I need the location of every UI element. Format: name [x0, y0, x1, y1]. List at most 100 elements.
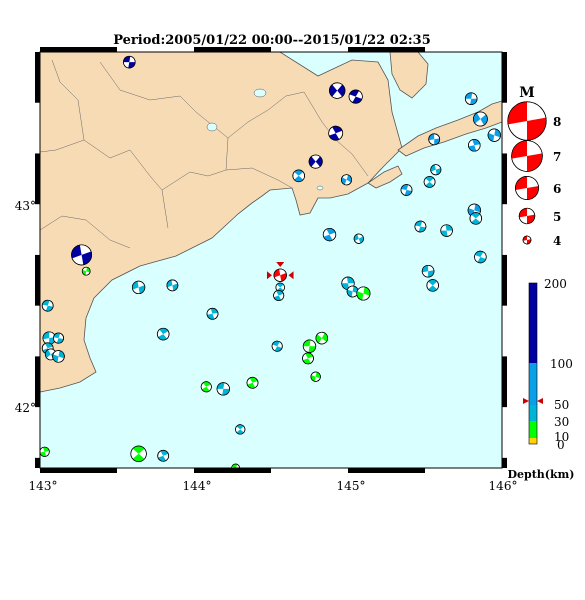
focal-mechanism-31: [166, 279, 179, 292]
depth-band-30-50: [529, 405, 537, 421]
focal-mechanism-4: [464, 92, 478, 105]
frame-bar-left: [35, 153, 40, 205]
focal-mechanism-39: [53, 332, 64, 344]
frame-bar-bottom: [348, 468, 425, 473]
focal-mechanism-29: [356, 286, 371, 301]
shiretoko-land: [389, 51, 429, 99]
magnitude-legend-labels: 8 7 6 5 4: [553, 115, 561, 248]
focal-mechanism-48: [200, 381, 212, 393]
magnitude-legend-title: M: [519, 85, 535, 101]
frame-scale-bars: [35, 47, 507, 473]
focal-mechanism-5: [473, 111, 488, 127]
focal-mechanism-30: [131, 280, 146, 295]
mag-legend-ball-7: [511, 140, 543, 172]
focal-mechanism-10: [308, 154, 323, 169]
focal-mechanism-32: [273, 268, 287, 282]
frame-bar-left: [35, 254, 40, 306]
lon-tick-146: 146°: [489, 479, 518, 493]
focal-mechanism-3: [348, 89, 363, 104]
focal-mechanism-7: [468, 139, 481, 152]
mag-label-7: 7: [553, 150, 561, 164]
focal-mechanism-35: [41, 299, 54, 312]
focal-mechanism-51: [235, 424, 246, 435]
lon-tick-labels: 143° 144° 145° 146°: [29, 479, 518, 493]
mechanism-layer: [39, 55, 501, 473]
mag-label-6: 6: [553, 182, 561, 196]
focal-mechanism-14: [430, 164, 442, 176]
focal-mechanism-8: [428, 133, 441, 146]
magnitude-legend-symbols: [507, 101, 547, 245]
focal-mechanism-44: [315, 331, 329, 345]
depth-band-150-200: [529, 283, 537, 363]
mag-legend-ball-8: [507, 101, 547, 141]
depth-tick-10: 10: [554, 430, 569, 444]
lat-tick-43: 43°: [15, 199, 36, 213]
frame-bar-left: [35, 356, 40, 408]
focal-mechanism-20: [322, 227, 337, 242]
depth-bar-frame: [528, 282, 538, 445]
focal-mechanism-49: [216, 382, 230, 396]
focal-mechanism-42: [52, 350, 65, 363]
mag-legend-ball-6: [515, 176, 539, 200]
depth-band-50-100: [529, 399, 537, 405]
focal-mechanism-37: [156, 327, 170, 341]
focal-mechanism-50: [246, 376, 259, 389]
depth-ticks: 200 100 50 30 10 0: [544, 277, 573, 452]
mag-label-4: 4: [553, 234, 561, 248]
magnitude-legend: M 8 7 6 5 4: [507, 85, 561, 248]
depth-tick-0: 0: [557, 438, 565, 452]
map-area: [39, 51, 503, 468]
frame-bar-right: [502, 356, 507, 408]
focal-mechanism-2: [329, 82, 346, 99]
focal-mechanism-18: [414, 220, 427, 233]
focal-mechanism-13: [400, 184, 413, 196]
depth-tick-30: 30: [554, 415, 569, 429]
focal-mechanism-52: [130, 445, 147, 462]
depth-band-100-150: [529, 363, 537, 399]
mag-legend-ball-5: [518, 207, 536, 225]
lakes: [206, 88, 324, 191]
focal-mechanism-25: [421, 264, 435, 278]
lon-tick-143: 143°: [29, 479, 58, 493]
mag-legend-ball-4: [522, 235, 532, 245]
depth-pointer-icon: [523, 398, 543, 404]
focal-mechanism-45: [302, 339, 317, 353]
focal-mechanism-46: [302, 352, 314, 365]
hokkaido-land: [39, 51, 403, 393]
focal-mechanism-1: [123, 55, 136, 69]
mag-label-5: 5: [553, 210, 561, 224]
focal-mechanism-9: [328, 125, 344, 141]
focal-mechanism-47: [310, 371, 321, 382]
lat-tick-42: 42°: [15, 401, 36, 415]
frame-bar-right: [502, 457, 507, 468]
map-title: Period:2005/01/22 00:00--2015/01/22 02:3…: [113, 33, 431, 48]
focal-mechanism-24: [474, 250, 487, 264]
frame-bar-top: [348, 47, 425, 52]
frame-bar-right: [502, 52, 507, 103]
focal-mechanism-36: [206, 307, 219, 320]
focal-mechanism-19: [440, 224, 453, 237]
focal-mechanism-17: [469, 212, 483, 225]
focal-mechanism-26: [426, 279, 439, 292]
admin-boundaries: [39, 59, 369, 249]
mag-label-8: 8: [553, 115, 561, 129]
lat-tick-labels: 43° 42°: [15, 199, 36, 415]
frame-bar-top: [194, 47, 271, 52]
frame-bar-top: [40, 47, 117, 52]
depth-band-10-30: [529, 421, 537, 438]
nemuro-tip: [367, 165, 403, 189]
focal-mechanism-6: [487, 128, 501, 142]
depth-band-0-10: [529, 438, 537, 444]
depth-tick-200: 200: [544, 277, 567, 291]
depth-legend: 200 100 50 30 10 0 Depth(km): [508, 277, 575, 481]
depth-tick-50: 50: [554, 398, 569, 412]
frame-bar-left: [35, 52, 40, 103]
focal-mechanism-54: [39, 446, 50, 457]
depth-tick-100: 100: [550, 357, 573, 371]
lon-tick-144: 144°: [183, 479, 212, 493]
lon-tick-145: 145°: [337, 479, 366, 493]
focal-mechanism-15: [423, 176, 436, 188]
focal-mechanism-22: [71, 244, 93, 266]
frame-bar-bottom: [194, 468, 271, 473]
